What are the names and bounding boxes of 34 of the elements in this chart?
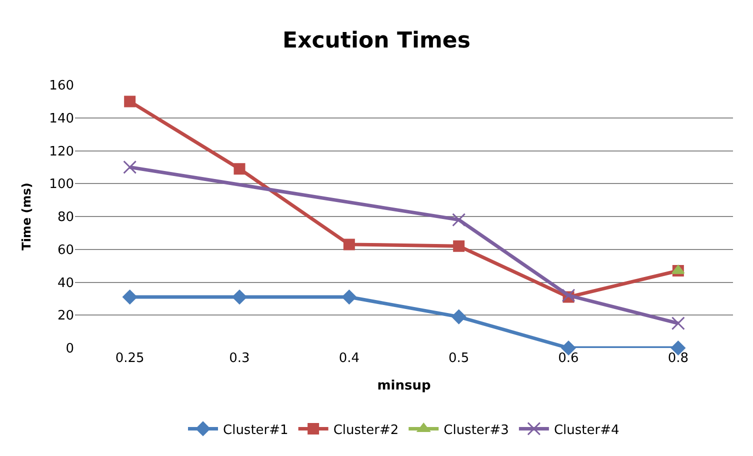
point: [232, 290, 247, 304]
x-tick-label: 0.5: [448, 351, 470, 366]
y-tick-label: 160: [49, 78, 74, 94]
x-tick-label: 0.3: [229, 351, 250, 366]
y-tick-label: 100: [49, 177, 74, 192]
y-axis-title: Time (ms): [19, 182, 34, 250]
y-tick-label: 120: [49, 144, 74, 160]
legend-label: Cluster#4: [554, 422, 620, 438]
point: [122, 290, 138, 304]
point: [343, 238, 355, 250]
y-tick-label: 140: [49, 111, 74, 126]
point: [342, 290, 356, 304]
legend-label: Cluster#3: [444, 422, 509, 438]
point: [453, 240, 465, 252]
x-tick-label: 0.4: [338, 351, 360, 366]
chart-title: Excution Times: [282, 28, 470, 54]
y-tick-label: 60: [57, 242, 74, 258]
point: [452, 310, 466, 324]
x-axis-title: minsup: [377, 378, 431, 394]
x-tick-label: 0.25: [115, 351, 144, 366]
point: [124, 96, 136, 108]
legend-label: Cluster#2: [333, 422, 399, 438]
y-tick-label: 0: [66, 342, 74, 357]
legend-label: Cluster#1: [223, 422, 288, 438]
y-tick-label: 40: [57, 276, 74, 291]
point: [452, 213, 466, 227]
point: [123, 160, 137, 174]
x-tick-label: 0.8: [668, 351, 689, 366]
y-tick-label: 20: [57, 308, 74, 324]
point: [562, 288, 576, 302]
point: [234, 163, 246, 175]
point: [671, 316, 685, 330]
y-tick-label: 80: [57, 210, 74, 226]
x-tick-label: 0.6: [558, 351, 579, 366]
